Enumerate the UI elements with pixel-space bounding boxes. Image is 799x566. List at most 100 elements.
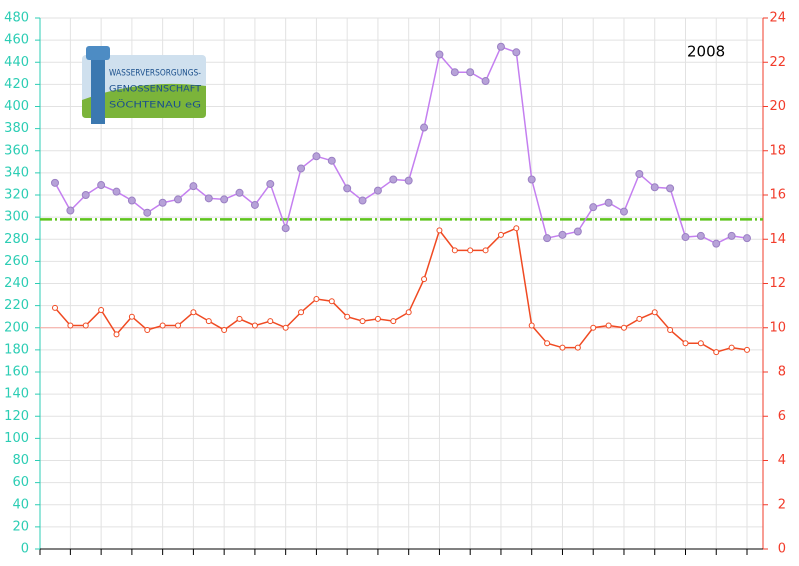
data-point [128, 313, 135, 320]
y-tick-label: 80 [12, 453, 29, 468]
data-point [466, 68, 475, 77]
data-point [67, 322, 74, 329]
data-point [543, 234, 552, 243]
data-point [559, 344, 566, 351]
data-point [635, 169, 644, 178]
data-point [205, 318, 212, 325]
data-point [267, 318, 274, 325]
y-tick-label: 440 [4, 55, 29, 70]
data-point [236, 315, 243, 322]
plot-background [40, 17, 763, 550]
data-point [619, 207, 628, 216]
data-point [221, 326, 228, 333]
data-point [590, 324, 597, 331]
data-point [513, 225, 520, 232]
data-point [250, 200, 259, 209]
data-point [528, 322, 535, 329]
data-point [98, 307, 105, 314]
data-point [220, 195, 229, 204]
data-point [159, 322, 166, 329]
data-point [697, 340, 704, 347]
logo-tower-top [86, 46, 110, 60]
data-point [574, 344, 581, 351]
data-point [281, 224, 290, 233]
series-line [54, 45, 748, 245]
data-point [251, 322, 258, 329]
data-point [682, 340, 689, 347]
y2-tick-label: 14 [769, 232, 786, 247]
data-point [436, 227, 443, 234]
logo-text: SÖCHTENAU eG [109, 100, 201, 111]
data-point [82, 322, 89, 329]
data-point [358, 196, 367, 205]
data-point [667, 326, 674, 333]
data-point [650, 183, 659, 192]
data-point [373, 186, 382, 195]
y-tick-label: 380 [4, 121, 29, 136]
data-point [174, 195, 183, 204]
y2-tick-label: 24 [769, 11, 786, 26]
data-point [298, 309, 305, 316]
data-point [374, 315, 381, 322]
data-point [728, 344, 735, 351]
data-point [713, 349, 720, 356]
data-point [389, 175, 398, 184]
data-point [558, 230, 567, 239]
y-tick-label: 120 [4, 409, 29, 424]
data-point [235, 188, 244, 197]
y2-tick-label: 16 [769, 188, 786, 203]
data-point [743, 234, 751, 243]
data-point [328, 298, 335, 305]
y-tick-label: 360 [4, 143, 29, 158]
data-point [681, 233, 690, 242]
data-point [143, 208, 152, 217]
data-point [266, 179, 275, 188]
y-tick-label: 240 [4, 276, 29, 291]
data-point [467, 247, 474, 254]
y-tick-label: 180 [4, 342, 29, 357]
data-point [744, 346, 750, 353]
data-point [527, 175, 536, 184]
y-tick-label: 320 [4, 188, 29, 203]
y-tick-label: 420 [4, 77, 29, 92]
data-point [450, 68, 459, 77]
data-point [97, 181, 106, 190]
year-label: 2008 [687, 43, 725, 61]
y-tick-label: 100 [4, 431, 29, 446]
data-point [404, 176, 413, 185]
data-point [175, 322, 182, 329]
y2-tick-label: 8 [778, 365, 786, 380]
data-point [189, 182, 198, 191]
y-tick-label: 0 [21, 542, 29, 557]
data-point [81, 191, 90, 199]
data-point [282, 324, 289, 331]
data-point [344, 313, 351, 320]
y-tick-label: 200 [4, 320, 29, 335]
y-tick-label: 160 [4, 365, 29, 380]
data-point [312, 152, 321, 161]
y2-tick-label: 22 [769, 55, 786, 70]
y2-tick-label: 18 [769, 143, 786, 158]
y-tick-label: 460 [4, 33, 29, 48]
data-point [112, 187, 121, 196]
data-point [636, 315, 643, 322]
y-tick-label: 300 [4, 210, 29, 225]
y-tick-label: 220 [4, 298, 29, 313]
logo-text: WASSERVERSORGUNGS- [109, 69, 201, 79]
data-point [113, 331, 120, 338]
data-point [421, 276, 428, 283]
data-point [712, 239, 721, 248]
data-point [497, 231, 504, 238]
data-point [435, 50, 444, 59]
data-point [359, 318, 366, 325]
y-tick-label: 40 [12, 497, 29, 512]
data-point [696, 231, 705, 240]
data-point [144, 326, 151, 333]
y-tick-label: 340 [4, 165, 29, 180]
data-point [297, 164, 306, 173]
data-point [158, 198, 167, 207]
y-tick-label: 280 [4, 232, 29, 247]
data-point [496, 42, 505, 51]
